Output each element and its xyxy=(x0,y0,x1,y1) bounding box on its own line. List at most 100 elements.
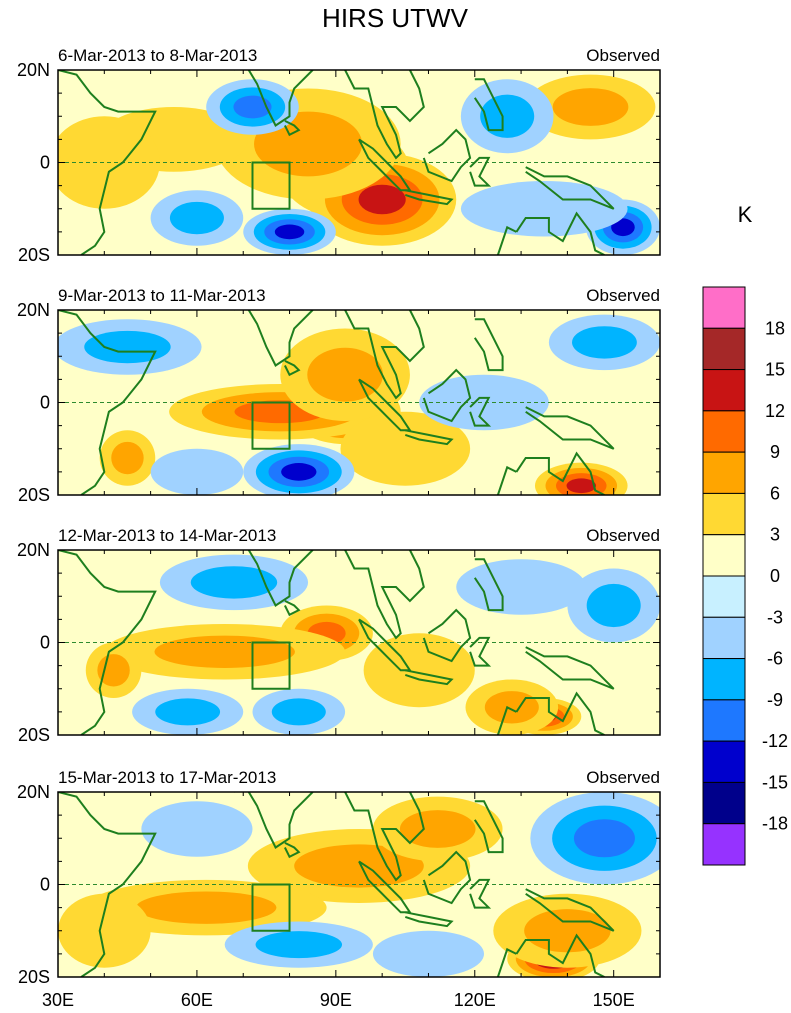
anomaly-contour xyxy=(552,88,629,126)
lat-tick-label: 0 xyxy=(40,393,50,413)
x-axis: 30E 60E 90E 120E 150E xyxy=(42,990,635,1010)
coastline xyxy=(473,318,504,372)
target-box xyxy=(251,883,291,932)
coastline xyxy=(422,608,472,663)
lon-tick-label: 90E xyxy=(320,990,352,1010)
anomaly-contour xyxy=(233,95,272,119)
coastline xyxy=(515,691,605,735)
colorbar-bin xyxy=(702,781,746,825)
target-box xyxy=(251,401,291,450)
colorbar-bin xyxy=(702,410,746,453)
colorbar: 18 15 12 9 6 3 0 -3 -6 -9 -12 -15 -18 xyxy=(702,286,788,866)
coastline xyxy=(422,850,472,905)
colorbar-units-label: K xyxy=(738,202,753,227)
colorbar-tick-label: -9 xyxy=(767,690,783,710)
coastline xyxy=(234,310,314,367)
colorbar-bin xyxy=(702,369,746,412)
coastline xyxy=(404,911,454,928)
anomaly-contour xyxy=(372,930,485,977)
coastlines xyxy=(58,310,615,495)
coastline xyxy=(469,878,492,909)
coastline xyxy=(404,429,454,446)
lat-tick-label: 20S xyxy=(18,485,50,505)
panel-period: 9-Mar-2013 to 11-Mar-2013 xyxy=(58,286,266,305)
colorbar-tick-label: -6 xyxy=(767,649,783,669)
panel-label: Observed xyxy=(586,768,660,787)
colorbar-bin xyxy=(702,740,746,783)
panel-label: Observed xyxy=(586,526,660,545)
coastlines xyxy=(58,550,615,735)
target-box xyxy=(251,161,291,210)
anomaly-contour xyxy=(363,633,475,708)
map-panels: 6-Mar-2013 to 8-Mar-2013 Observed 20N 0 20S 9… xyxy=(17,46,661,987)
panel-ticks xyxy=(57,69,661,256)
lat-tick-label: 0 xyxy=(40,153,50,173)
panel-period: 12-Mar-2013 to 14-Mar-2013 xyxy=(58,526,276,545)
anomaly-contour xyxy=(255,931,343,959)
colorbar-bin xyxy=(702,534,746,577)
lat-tick-label: 20S xyxy=(18,725,50,745)
lat-tick-label: 0 xyxy=(40,875,50,895)
coastline xyxy=(58,550,157,735)
coastline xyxy=(422,368,472,423)
anomaly-contour xyxy=(586,583,641,628)
coastline xyxy=(525,646,615,690)
coastline xyxy=(515,933,605,977)
anomaly-contour xyxy=(456,559,586,615)
anomaly-contour xyxy=(154,635,295,668)
coastline xyxy=(525,406,615,450)
anomaly-contour xyxy=(274,224,305,240)
coastline xyxy=(496,465,517,495)
anomaly-field xyxy=(58,314,660,495)
coastline xyxy=(58,792,157,977)
panel-period: 6-Mar-2013 to 8-Mar-2013 xyxy=(58,46,257,65)
colorbar-tick-label: 9 xyxy=(770,442,780,462)
map-panel: 6-Mar-2013 to 8-Mar-2013 Observed 20N 0 20S xyxy=(17,46,661,265)
colorbar-bin xyxy=(702,327,746,371)
lon-tick-label: 150E xyxy=(593,990,635,1010)
colorbar-bin xyxy=(702,492,746,536)
colorbar-tick-label: 18 xyxy=(765,318,785,338)
map-panel: 15-Mar-2013 to 17-Mar-2013 Observed 20N 0 20… xyxy=(17,768,661,987)
lat-tick-label: 20S xyxy=(18,967,50,987)
colorbar-bin xyxy=(702,575,746,618)
anomaly-contour xyxy=(566,478,597,494)
coastline xyxy=(343,310,425,400)
coastline xyxy=(473,558,504,612)
anomaly-field xyxy=(58,74,660,255)
anomaly-contour xyxy=(84,330,171,364)
coastline xyxy=(404,189,454,206)
anomaly-contour xyxy=(340,411,471,486)
colorbar-tick-label: 3 xyxy=(770,525,780,545)
coastline xyxy=(473,800,504,854)
lon-tick-label: 30E xyxy=(42,990,74,1010)
figure-title: HIRS UTWV xyxy=(322,3,469,33)
panel-ticks xyxy=(57,549,661,736)
anomaly-contour xyxy=(307,347,383,402)
coastline xyxy=(496,225,517,255)
coastline xyxy=(469,636,492,667)
panel-ticks xyxy=(57,791,661,978)
colorbar-bin xyxy=(702,286,746,329)
coastline xyxy=(496,705,517,735)
lat-tick-label: 0 xyxy=(40,633,50,653)
lat-tick-label: 20S xyxy=(18,245,50,265)
lat-tick-label: 20N xyxy=(17,540,50,560)
coastline xyxy=(234,550,314,607)
anomaly-contour xyxy=(611,218,635,237)
anomaly-contour xyxy=(480,94,535,138)
coastline xyxy=(234,792,314,849)
colorbar-bin xyxy=(702,699,746,742)
target-box xyxy=(251,641,291,690)
coastlines xyxy=(58,792,615,977)
coastline xyxy=(496,947,517,977)
coastline xyxy=(515,211,605,255)
map-panel: 12-Mar-2013 to 14-Mar-2013 Observed 20N 0 20… xyxy=(17,526,661,745)
lon-tick-label: 120E xyxy=(454,990,496,1010)
anomaly-contour xyxy=(484,691,539,724)
anomaly-contour xyxy=(271,698,326,726)
anomaly-contour xyxy=(58,893,151,968)
colorbar-tick-label: -12 xyxy=(762,731,788,751)
panel-label: Observed xyxy=(586,46,660,65)
